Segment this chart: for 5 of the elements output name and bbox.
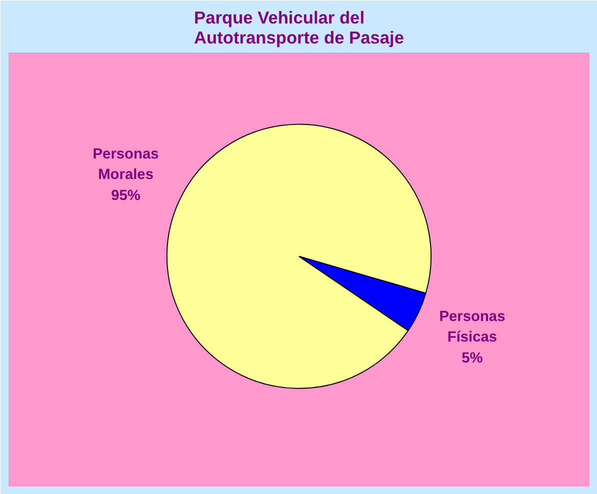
- chart-title: Parque Vehicular del Autotransporte de Pasaje: [194, 8, 404, 48]
- slice-label: Personas Morales: [92, 146, 159, 184]
- data-label: 95%: [111, 188, 140, 204]
- slice-label: Personas Físicas: [439, 308, 506, 346]
- data-label: 5%: [462, 350, 483, 366]
